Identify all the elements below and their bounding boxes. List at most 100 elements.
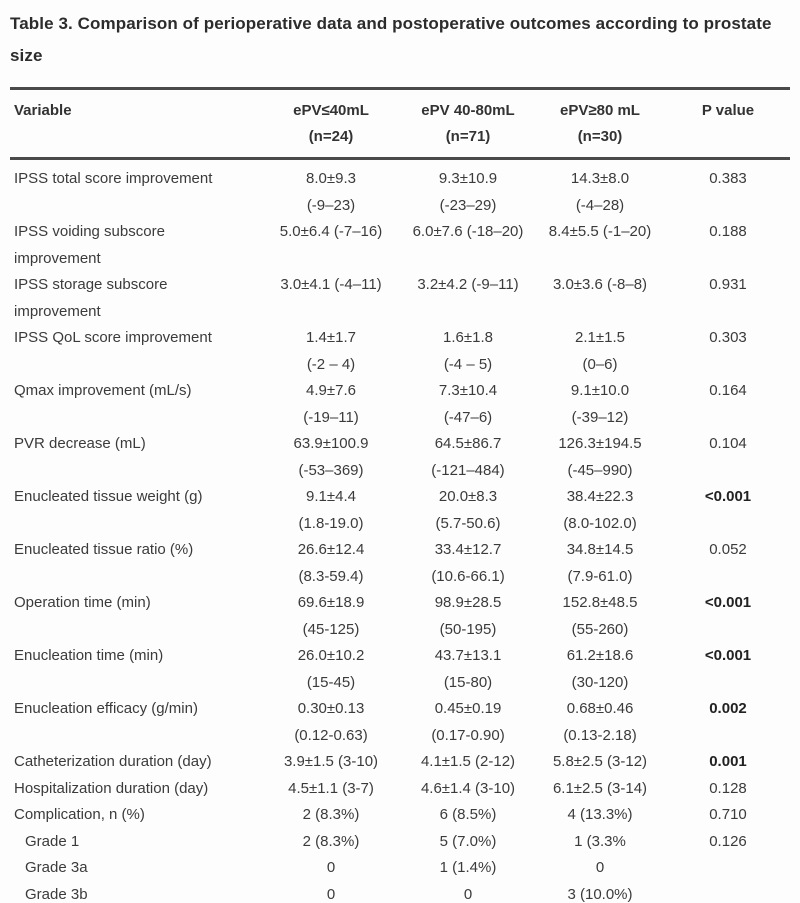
- p-value-cell: [666, 855, 790, 882]
- value-cell-group3: 61.2±18.6 (30-120): [534, 643, 666, 696]
- value-line: 8.4±5.5 (-1–20): [548, 223, 652, 240]
- table-title: Table 3. Comparison of perioperative dat…: [10, 8, 790, 72]
- variable-label-line: Grade 3b: [25, 885, 88, 903]
- value-cell-group1: 2 (8.3%): [260, 829, 402, 856]
- variable-cell: Enucleation time (min): [10, 643, 260, 696]
- column-header-pvalue-label: P value: [701, 102, 755, 119]
- value-line: 9.1±4.4: [306, 488, 356, 505]
- variable-label-line: Enucleation efficacy (g/min): [14, 700, 198, 717]
- table-row: Qmax improvement (mL/s) 4.9±7.6 (-19–11) 7.…: [10, 378, 790, 431]
- value-line: (8.0-102.0): [563, 514, 637, 532]
- value-cell-group3: 126.3±194.5 (-45–990): [534, 431, 666, 484]
- value-line: 26.6±12.4: [297, 541, 365, 558]
- value-cell-group2: 64.5±86.7 (-121–484): [402, 431, 534, 484]
- table-row: Enucleated tissue ratio (%) 26.6±12.4 (8.3…: [10, 537, 790, 590]
- variable-label-line: IPSS total score improvement: [14, 170, 213, 187]
- value-cell-group1: 4.9±7.6 (-19–11): [260, 378, 402, 431]
- value-cell-group1: 5.0±6.4 (-7–16): [260, 219, 402, 272]
- p-value-cell: 0.052: [709, 541, 747, 558]
- column-header-group3-line1: ePV≥80 mL: [560, 102, 640, 119]
- table-row: IPSS voiding subscore improvement 5.0±6.4 …: [10, 219, 790, 272]
- variable-cell: IPSS storage subscore improvement: [10, 272, 260, 325]
- value-line: (0.17-0.90): [431, 726, 505, 744]
- value-line: 33.4±12.7: [434, 541, 502, 558]
- value-line: 0: [326, 885, 336, 903]
- value-line: 5.8±2.5 (3-12): [552, 753, 648, 770]
- value-line: (10.6-66.1): [431, 567, 505, 585]
- value-line: 4.6±1.4 (3-10): [420, 779, 516, 797]
- value-line: 69.6±18.9: [297, 594, 365, 611]
- value-cell-group1: 3.9±1.5 (3-10): [260, 749, 402, 776]
- value-cell-group1: 26.0±10.2 (15-45): [260, 643, 402, 696]
- value-line: (45-125): [302, 620, 360, 638]
- p-value-cell: 0.128: [709, 779, 747, 797]
- value-cell-group1: 0: [260, 855, 402, 882]
- value-cell-group2: 9.3±10.9 (-23–29): [402, 159, 534, 220]
- value-line: (-4 – 5): [443, 355, 493, 373]
- value-line: 1 (3.3%: [574, 832, 626, 850]
- value-line: 14.3±8.0: [570, 170, 630, 187]
- value-line: 0: [326, 859, 336, 876]
- value-cell-group1: 2 (8.3%): [260, 802, 402, 829]
- variable-label-line: improvement: [14, 302, 101, 320]
- value-cell-group2: 4.6±1.4 (3-10): [402, 776, 534, 803]
- value-cell-group2: 33.4±12.7 (10.6-66.1): [402, 537, 534, 590]
- table-header: Variable ePV≤40mL (n=24) ePV 40-80mL (n=…: [10, 90, 790, 160]
- value-line: (-4–28): [575, 196, 625, 214]
- value-cell-group1: 8.0±9.3 (-9–23): [260, 159, 402, 220]
- table-row: Complication, n (%) 2 (8.3%) 6 (8.5%) 4 (13…: [10, 802, 790, 829]
- table-row: Enucleation time (min) 26.0±10.2 (15-45) 43…: [10, 643, 790, 696]
- value-line: (30-120): [571, 673, 629, 691]
- value-cell-group1: 9.1±4.4 (1.8-19.0): [260, 484, 402, 537]
- value-cell-group2: 1 (1.4%): [402, 855, 534, 882]
- value-cell-group3: 38.4±22.3 (8.0-102.0): [534, 484, 666, 537]
- table-body: IPSS total score improvement 8.0±9.3 (-9–2…: [10, 159, 790, 903]
- value-line: 2.1±1.5: [575, 329, 625, 346]
- value-line: 61.2±18.6: [566, 647, 634, 664]
- p-value-cell: 0.104: [709, 435, 747, 452]
- value-line: 0.30±0.13: [297, 700, 365, 717]
- p-value-cell: 0.188: [709, 223, 747, 240]
- p-value-cell: [666, 882, 790, 903]
- variable-label-line: Enucleated tissue ratio (%): [14, 541, 194, 558]
- value-line: (0–6): [582, 355, 618, 373]
- table-row: Grade 3a 0 1 (1.4%) 0: [10, 855, 790, 882]
- value-cell-group1: 1.4±1.7 (-2 – 4): [260, 325, 402, 378]
- value-line: 2 (8.3%): [302, 832, 360, 850]
- value-cell-group3: 14.3±8.0 (-4–28): [534, 159, 666, 220]
- value-cell-group3: 5.8±2.5 (3-12): [534, 749, 666, 776]
- value-line: 0.45±0.19: [434, 700, 502, 717]
- table-row: IPSS storage subscore improvement 3.0±4.1 …: [10, 272, 790, 325]
- value-line: 152.8±48.5: [562, 594, 638, 611]
- value-line: 1 (1.4%): [439, 859, 497, 876]
- value-cell-group2: 98.9±28.5 (50-195): [402, 590, 534, 643]
- value-line: (1.8-19.0): [298, 514, 364, 532]
- value-cell-group1: 69.6±18.9 (45-125): [260, 590, 402, 643]
- table-row: Hospitalization duration (day) 4.5±1.1 (3…: [10, 776, 790, 803]
- value-line: (0.12-0.63): [294, 726, 368, 744]
- value-line: 3.9±1.5 (3-10): [283, 753, 379, 770]
- value-line: 4.5±1.1 (3-7): [288, 779, 374, 797]
- value-cell-group2: 0.45±0.19 (0.17-0.90): [402, 696, 534, 749]
- variable-label-line: Complication, n (%): [14, 806, 145, 823]
- p-value-cell: 0.002: [709, 700, 747, 717]
- value-cell-group2: 7.3±10.4 (-47–6): [402, 378, 534, 431]
- variable-cell: Enucleated tissue weight (g): [10, 484, 260, 537]
- value-line: (0.13-2.18): [563, 726, 637, 744]
- comparison-table: Variable ePV≤40mL (n=24) ePV 40-80mL (n=…: [10, 90, 790, 903]
- column-header-group2-line2: (n=71): [445, 128, 491, 145]
- table-row: PVR decrease (mL) 63.9±100.9 (-53–369) 64.5…: [10, 431, 790, 484]
- value-line: (-47–6): [443, 408, 493, 426]
- column-header-variable-label: Variable: [14, 102, 72, 119]
- value-line: (-19–11): [303, 408, 359, 426]
- value-line: 63.9±100.9: [293, 435, 369, 452]
- value-line: 3.0±4.1 (-4–11): [280, 276, 382, 293]
- value-cell-group1: 63.9±100.9 (-53–369): [260, 431, 402, 484]
- variable-label-line: IPSS voiding subscore: [14, 223, 165, 240]
- table-row: Grade 3b 0 0 3 (10.0%): [10, 882, 790, 903]
- value-line: 126.3±194.5: [558, 435, 642, 452]
- value-line: (-45–990): [567, 461, 633, 479]
- p-value-cell: 0.383: [709, 170, 747, 187]
- variable-cell: Complication, n (%): [10, 802, 260, 829]
